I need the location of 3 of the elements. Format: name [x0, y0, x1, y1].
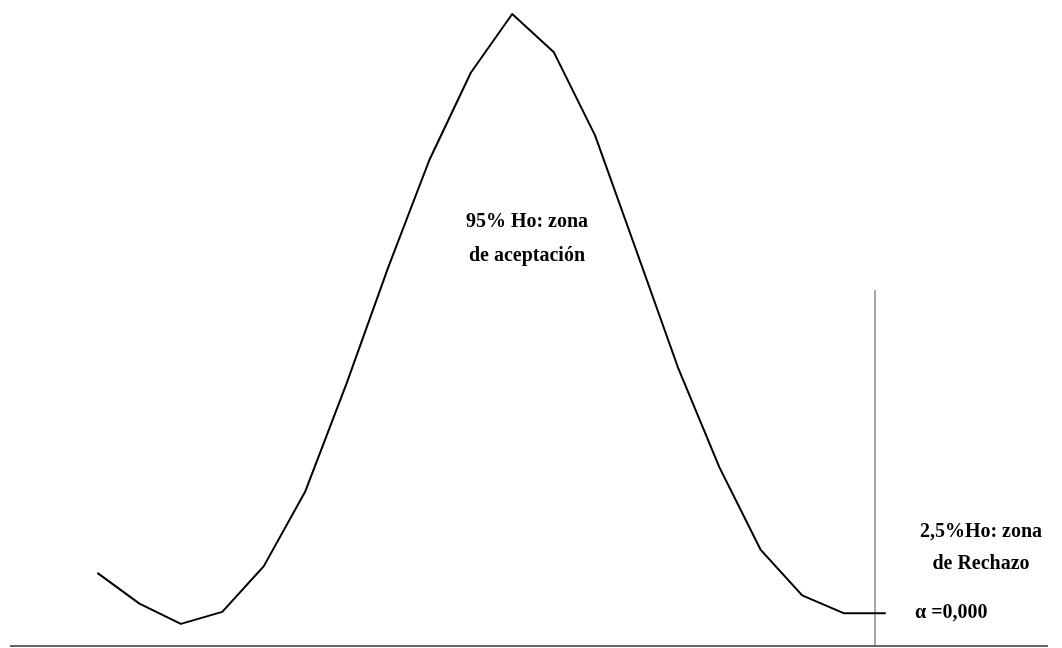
text: α =0,000	[915, 600, 988, 622]
text: 2,5%Ho: zona de Rechazo	[919, 519, 1043, 573]
annotation: 95% Ho: zona de aceptación	[465, 209, 589, 266]
